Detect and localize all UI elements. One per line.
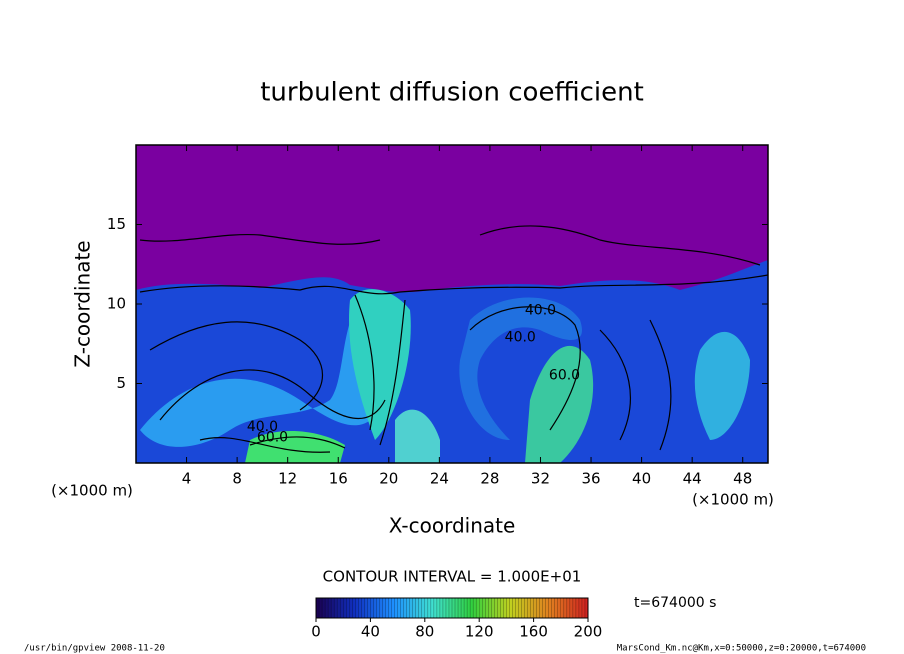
x-tick-label: 24 [430,470,449,488]
x-tick-label: 20 [379,470,398,488]
x-tick-label: 4 [182,470,192,488]
x-tick-label: 44 [683,470,702,488]
time-label: t=674000 s [634,595,716,611]
x-tick-label: 32 [531,470,550,488]
chart-title: turbulent diffusion coefficient [260,78,644,108]
field-region [459,297,582,440]
colorbar-tick-label: 120 [465,623,494,641]
field-region [136,260,768,463]
colorbar-tick-label: 40 [361,623,380,641]
colorbar-tick-label: 80 [415,623,434,641]
y-tick-label: 10 [107,295,126,313]
field-region [349,289,411,440]
field-region [694,331,750,440]
x-tick-label: 28 [480,470,499,488]
y-unit-label: (×1000 m) [51,482,133,500]
field-region [140,300,391,447]
contour-label: 60.0 [549,368,580,384]
x-unit-label: (×1000 m) [692,491,774,509]
y-tick-label: 5 [116,374,126,392]
x-tick-label: 36 [581,470,600,488]
contour-lines [139,225,768,453]
contour-label: 60.0 [257,430,288,446]
x-tick-label: 8 [232,470,242,488]
footer-left: /usr/bin/gpview 2008-11-20 [24,644,165,654]
x-tick-label: 40 [632,470,651,488]
colorbar-tick-label: 200 [574,623,603,641]
colorbar-tick-label: 160 [519,623,548,641]
x-tick-label: 16 [329,470,348,488]
y-tick-label: 15 [107,215,126,233]
contour-label: 40.0 [525,302,556,318]
colorbar-tick-label: 0 [311,623,321,641]
field-region [395,409,440,463]
contour-label: 40.0 [505,329,536,345]
contour-field [136,145,768,463]
footer-right: MarsCond_Km.nc@Km,x=0:50000,z=0:20000,t=… [617,644,866,654]
x-tick-label: 12 [278,470,297,488]
x-axis-label: X-coordinate [389,514,516,538]
contour-label: 40.0 [247,419,278,435]
contour-interval: CONTOUR INTERVAL = 1.000E+01 [323,568,582,586]
y-axis-label: Z-coordinate [71,240,95,367]
x-tick-label: 48 [733,470,752,488]
